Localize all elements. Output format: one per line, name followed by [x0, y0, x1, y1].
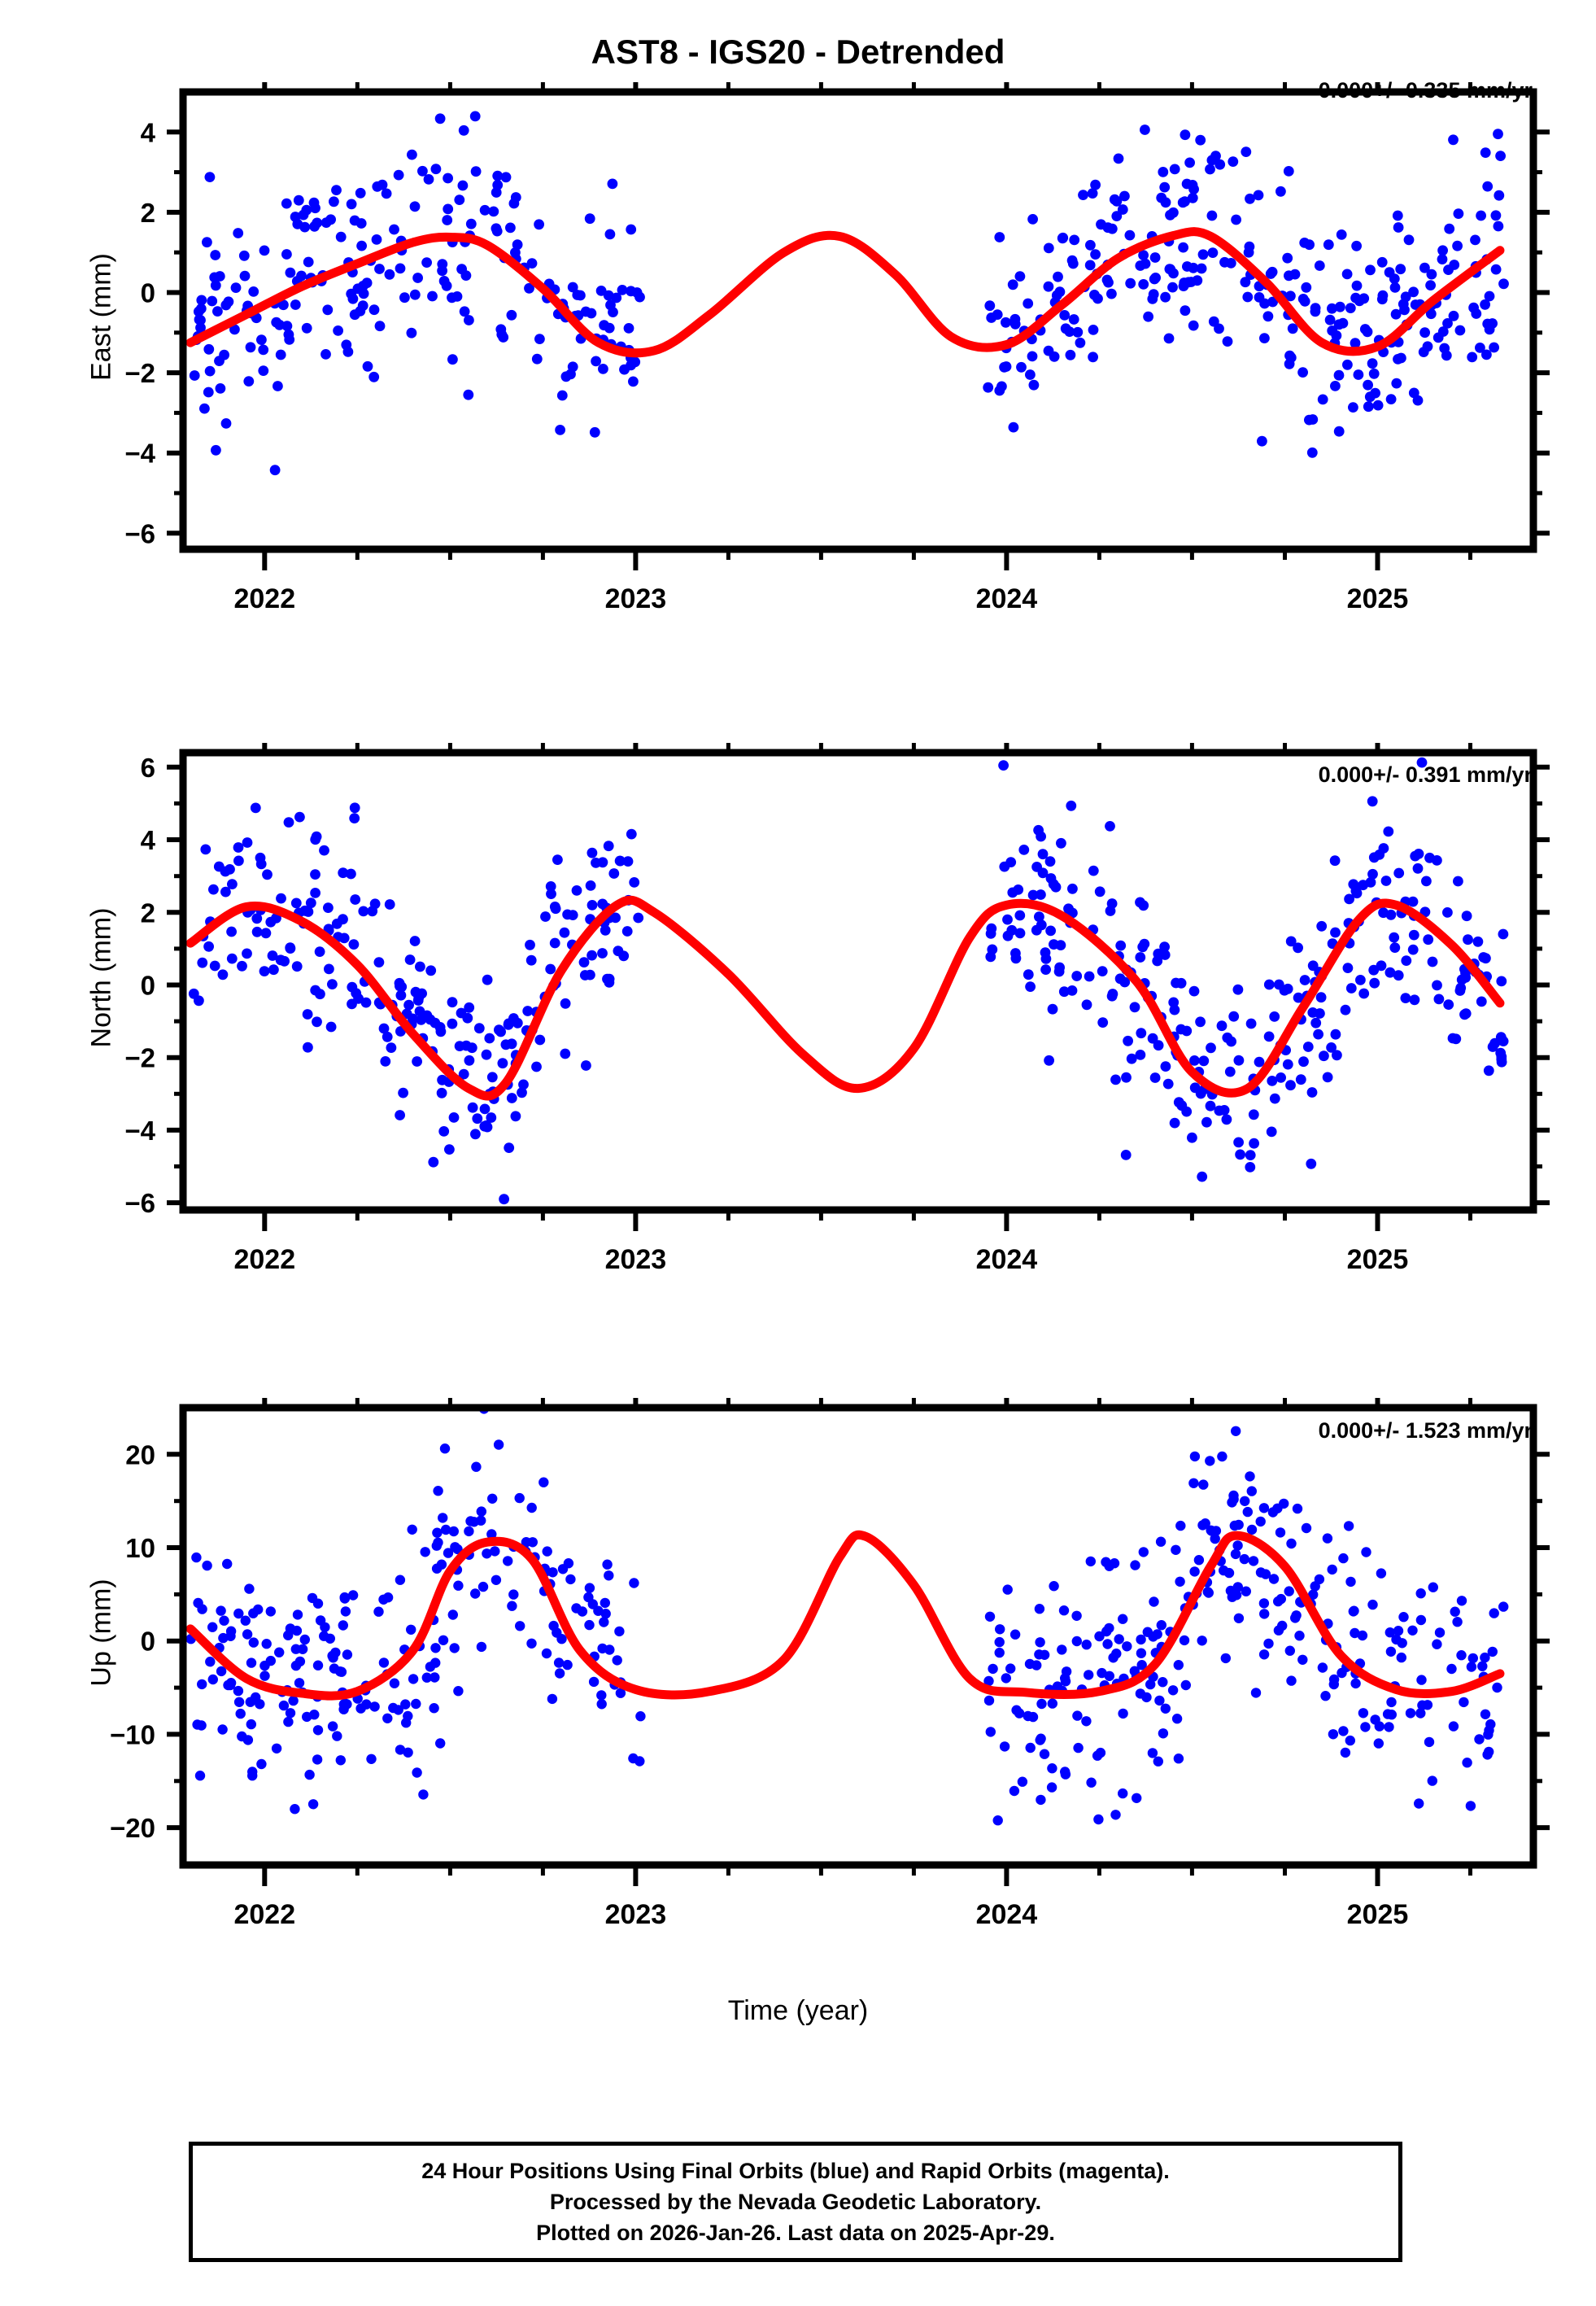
- svg-text:2022: 2022: [233, 583, 295, 614]
- scatter-points-up: [185, 1408, 1509, 1826]
- svg-text:4: 4: [141, 825, 156, 855]
- svg-text:2: 2: [141, 898, 155, 928]
- footer-line-3: Plotted on 2026-Jan-26. Last data on 202…: [536, 2221, 1055, 2246]
- svg-text:4: 4: [141, 117, 156, 147]
- svg-text:2025: 2025: [1347, 1244, 1409, 1275]
- svg-text:−6: −6: [124, 1188, 155, 1218]
- rate-annotation-up: 0.000+/- 1.523 mm/yr: [1318, 1418, 1533, 1443]
- axis-label-east: East (mm): [85, 253, 117, 381]
- svg-text:2025: 2025: [1347, 583, 1409, 614]
- axis-label-time: Time (year): [727, 1995, 869, 2026]
- svg-text:2024: 2024: [976, 1244, 1038, 1275]
- panel-up: 20 10 0 −10 −20 2022 2023 2024 2025: [53, 1398, 1550, 1945]
- svg-text:10: 10: [125, 1533, 155, 1563]
- panel-north: 6 4 2 0 −2 −4 −6 2022 2023 2024 2025: [53, 743, 1550, 1290]
- footer-caption-box: 24 Hour Positions Using Final Orbits (bl…: [189, 2142, 1402, 2262]
- svg-text:2023: 2023: [605, 583, 667, 614]
- svg-text:0: 0: [141, 1627, 155, 1657]
- svg-text:2024: 2024: [976, 1899, 1038, 1930]
- svg-text:2: 2: [141, 198, 155, 228]
- svg-text:2023: 2023: [605, 1899, 667, 1930]
- svg-text:0: 0: [141, 278, 155, 308]
- svg-text:20: 20: [125, 1439, 155, 1470]
- svg-text:−20: −20: [110, 1813, 155, 1843]
- svg-text:−2: −2: [124, 358, 155, 388]
- svg-text:6: 6: [141, 753, 155, 783]
- svg-text:2024: 2024: [976, 583, 1038, 614]
- svg-text:−10: −10: [110, 1719, 155, 1749]
- svg-text:−6: −6: [124, 518, 155, 548]
- footer-line-2: Processed by the Nevada Geodetic Laborat…: [549, 2189, 1042, 2214]
- svg-text:2022: 2022: [233, 1244, 295, 1275]
- svg-text:0: 0: [141, 971, 155, 1001]
- svg-text:2025: 2025: [1347, 1899, 1409, 1930]
- svg-text:−4: −4: [124, 439, 155, 469]
- footer-line-1: 24 Hour Positions Using Final Orbits (bl…: [421, 2158, 1170, 2183]
- svg-text:−4: −4: [124, 1116, 155, 1146]
- svg-text:−2: −2: [124, 1043, 155, 1073]
- svg-text:2022: 2022: [233, 1899, 295, 1930]
- svg-text:2023: 2023: [605, 1244, 667, 1275]
- axis-label-north: North (mm): [85, 907, 117, 1048]
- panel-east: 4 2 0 −2 −4 −6 2022 2023 2024 2025: [53, 82, 1550, 629]
- rate-annotation-east: 0.000+/- 0.335 mm/yr: [1318, 78, 1533, 103]
- scatter-points-east: [189, 111, 1509, 476]
- rate-annotation-north: 0.000+/- 0.391 mm/yr: [1318, 762, 1533, 787]
- axis-label-up: Up (mm): [85, 1579, 117, 1687]
- page-title: AST8 - IGS20 - Detrended: [591, 33, 1005, 71]
